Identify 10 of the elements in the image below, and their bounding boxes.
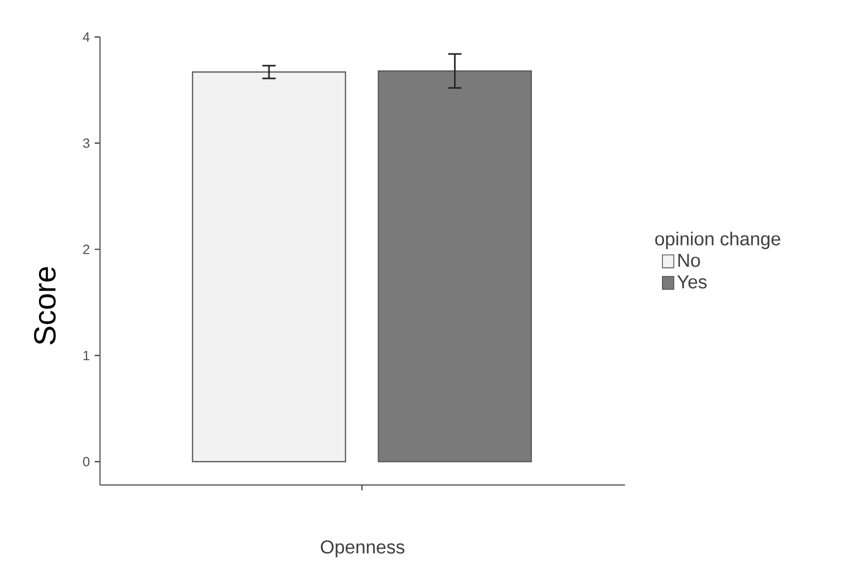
legend-label: Yes	[677, 275, 707, 288]
y-axis-title: Score	[34, 267, 56, 344]
y-tick-label: 1	[84, 350, 90, 360]
legend-title: opinion change	[655, 232, 780, 250]
y-tick-label: 3	[83, 138, 90, 148]
legend-label: No	[678, 254, 700, 267]
y-tick-label: 0	[83, 456, 90, 466]
y-tick-label: 4	[82, 32, 90, 42]
y-tick-label: 2	[83, 244, 90, 254]
x-axis-title: Openness	[320, 540, 404, 558]
